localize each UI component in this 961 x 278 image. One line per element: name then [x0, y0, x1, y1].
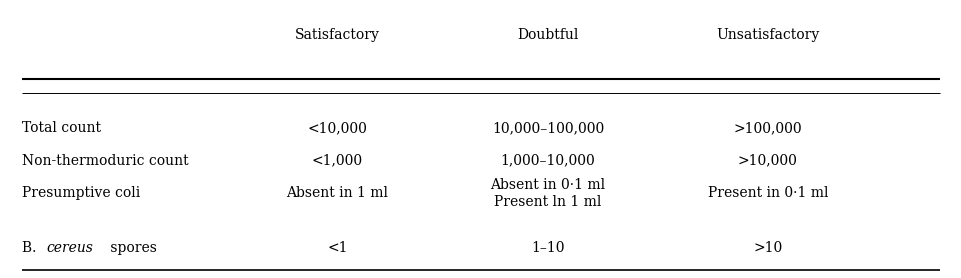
- Text: 1–10: 1–10: [530, 241, 564, 255]
- Text: Unsatisfactory: Unsatisfactory: [716, 28, 819, 43]
- Text: <1,000: <1,000: [311, 154, 362, 168]
- Text: >10: >10: [752, 241, 781, 255]
- Text: Doubtful: Doubtful: [517, 28, 578, 43]
- Text: <1: <1: [327, 241, 348, 255]
- Text: Present in 0·1 ml: Present in 0·1 ml: [707, 187, 827, 200]
- Text: spores: spores: [106, 241, 157, 255]
- Text: Satisfactory: Satisfactory: [295, 28, 380, 43]
- Text: Total count: Total count: [22, 121, 101, 135]
- Text: cereus: cereus: [46, 241, 93, 255]
- Text: 10,000–100,000: 10,000–100,000: [491, 121, 604, 135]
- Text: <10,000: <10,000: [308, 121, 367, 135]
- Text: Absent in 1 ml: Absent in 1 ml: [286, 187, 388, 200]
- Text: >100,000: >100,000: [733, 121, 801, 135]
- Text: Absent in 0·1 ml
Present ln 1 ml: Absent in 0·1 ml Present ln 1 ml: [490, 178, 604, 208]
- Text: Presumptive coli: Presumptive coli: [22, 187, 140, 200]
- Text: B.: B.: [22, 241, 40, 255]
- Text: Non-thermoduric count: Non-thermoduric count: [22, 154, 188, 168]
- Text: 1,000–10,000: 1,000–10,000: [500, 154, 595, 168]
- Text: >10,000: >10,000: [737, 154, 797, 168]
